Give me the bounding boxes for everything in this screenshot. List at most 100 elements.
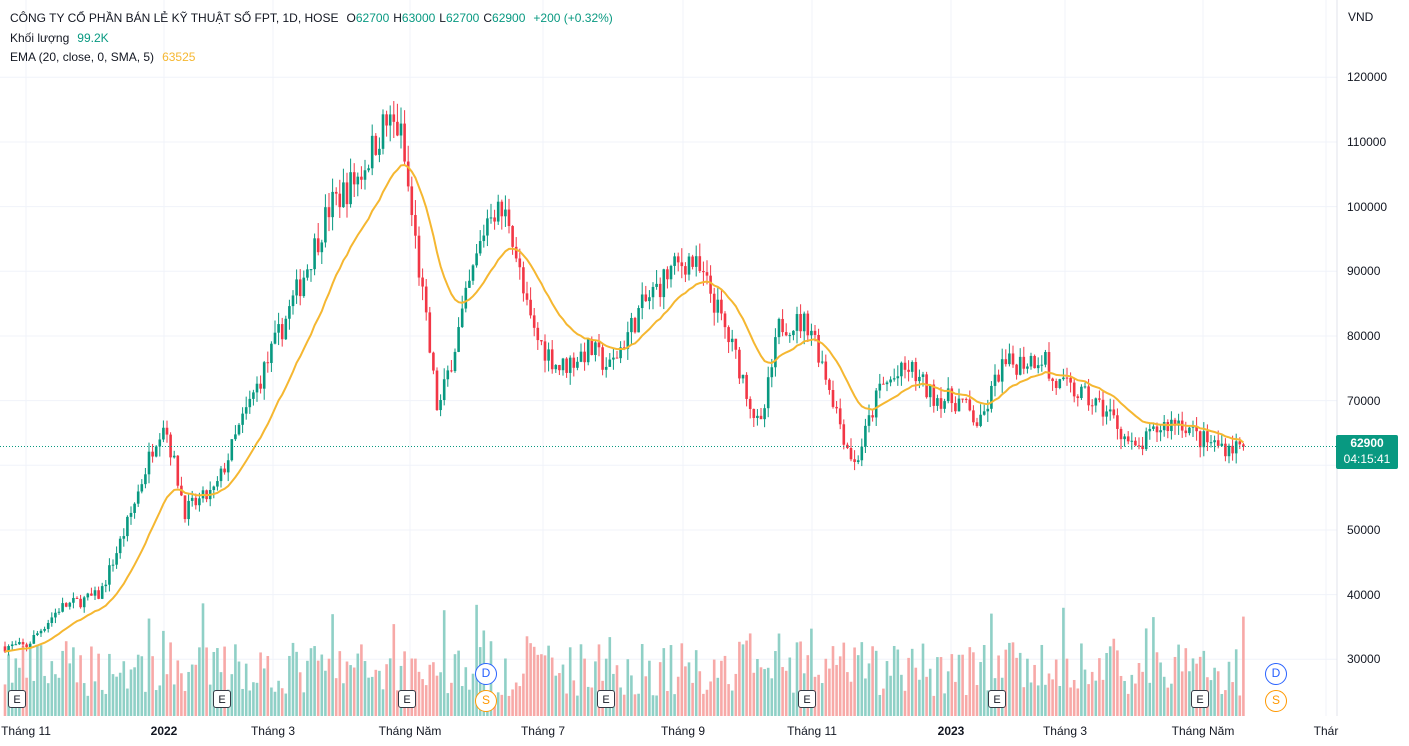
candle-body	[252, 392, 255, 399]
candle-body	[720, 299, 723, 314]
volume-bar	[774, 651, 777, 716]
volume-bar	[928, 668, 932, 716]
candle-body	[860, 446, 864, 461]
volume-bar	[100, 689, 104, 716]
volume-bar	[874, 650, 878, 716]
price-axis-label: 90000	[1347, 264, 1381, 279]
volume-bar	[1159, 662, 1162, 716]
volume-bar	[284, 693, 288, 716]
time-axis-label: 2022	[150, 724, 178, 738]
candle-body	[950, 388, 954, 404]
volume-bar	[1134, 683, 1137, 716]
candle-body	[525, 293, 529, 300]
candle-body	[885, 382, 889, 385]
volume-bar	[46, 683, 50, 716]
dividend-icon[interactable]: D	[475, 663, 497, 685]
volume-bar	[1227, 661, 1231, 716]
dividend-icon[interactable]: D	[1265, 663, 1287, 685]
volume-bar	[187, 671, 190, 716]
candle-body	[230, 439, 234, 461]
candle-body	[568, 357, 572, 373]
bar-countdown: 04:15:41	[1343, 452, 1391, 466]
volume-bar	[396, 690, 399, 716]
volume-bar	[961, 654, 964, 716]
candle-body	[640, 294, 644, 309]
volume-bar	[388, 658, 392, 716]
earnings-event-icon[interactable]: E	[988, 690, 1006, 708]
volume-bar	[378, 670, 381, 716]
volume-bar	[885, 661, 889, 716]
candle-body	[100, 586, 104, 599]
candle-body	[1062, 377, 1065, 380]
candle-body	[1227, 445, 1231, 457]
earnings-event-icon[interactable]: E	[597, 690, 615, 708]
earnings-event-icon[interactable]: E	[398, 690, 416, 708]
candle-body	[1101, 399, 1105, 417]
volume-bar	[626, 659, 630, 716]
earnings-event-icon[interactable]: E	[798, 690, 816, 708]
symbol-title[interactable]: CÔNG TY CỔ PHẦN BÁN LẺ KỸ THUẬT SỐ FPT, …	[10, 11, 339, 25]
candle-body	[982, 411, 986, 415]
candle-body	[561, 358, 565, 371]
volume-bar	[108, 653, 111, 716]
volume-bar	[968, 647, 972, 716]
candle-body	[18, 642, 21, 645]
candle-body	[543, 341, 547, 361]
volume-bar	[997, 655, 1000, 716]
low-label: L	[439, 11, 446, 25]
candle-body	[770, 367, 774, 378]
candle-body	[14, 644, 18, 646]
candles	[3, 101, 1245, 656]
volume-bar	[1069, 687, 1072, 716]
candle-body	[396, 121, 399, 136]
volume-bar	[1054, 659, 1058, 716]
candle-body	[284, 318, 288, 340]
volume-bar	[673, 694, 676, 716]
volume-bar	[716, 677, 720, 716]
candle-body	[1000, 359, 1004, 382]
candle-body	[734, 338, 738, 350]
volume-bar	[738, 641, 741, 716]
time-axis-label: Tháng 9	[660, 724, 706, 738]
volume-bar	[244, 663, 248, 716]
candle-body	[698, 256, 702, 272]
volume-value: 99.2K	[77, 30, 109, 45]
candle-body	[792, 330, 795, 336]
candle-body	[1018, 356, 1022, 375]
candle-body	[1162, 421, 1166, 431]
candle-body	[936, 398, 939, 406]
currency-label[interactable]: VND	[1348, 10, 1374, 24]
legend-ema-row[interactable]: EMA (20, close, 0, SMA, 5) 63525	[10, 48, 613, 68]
volume-bar	[79, 655, 82, 716]
candle-body	[417, 235, 421, 278]
volume-bar	[892, 645, 896, 716]
volume-bar	[680, 643, 684, 716]
candle-body	[1116, 415, 1119, 429]
volume-bar	[68, 663, 72, 716]
volume-bar	[1062, 607, 1065, 716]
candle-body	[669, 265, 673, 280]
earnings-event-icon[interactable]: E	[213, 690, 231, 708]
earnings-event-icon[interactable]: E	[8, 690, 26, 708]
candle-body	[460, 308, 464, 328]
volume-bar	[896, 649, 900, 716]
candle-body	[295, 279, 298, 296]
candle-body	[882, 383, 885, 385]
volume-bar	[86, 695, 90, 716]
candle-body	[72, 597, 75, 603]
candle-body	[352, 172, 356, 185]
candle-body	[496, 201, 500, 222]
ema-label: EMA (20, close, 0, SMA, 5)	[10, 50, 155, 64]
candle-body	[766, 377, 770, 409]
candle-body	[432, 352, 435, 371]
candle-body	[349, 172, 352, 205]
earnings-event-icon[interactable]: E	[1191, 690, 1209, 708]
split-icon[interactable]: S	[475, 690, 497, 712]
legend-volume-row[interactable]: Khối lượng 99.2K	[10, 29, 613, 49]
volume-bar	[889, 675, 892, 716]
volume-bar	[932, 695, 936, 716]
split-icon[interactable]: S	[1265, 690, 1287, 712]
candle-body	[374, 135, 378, 155]
candle-body	[921, 374, 925, 377]
